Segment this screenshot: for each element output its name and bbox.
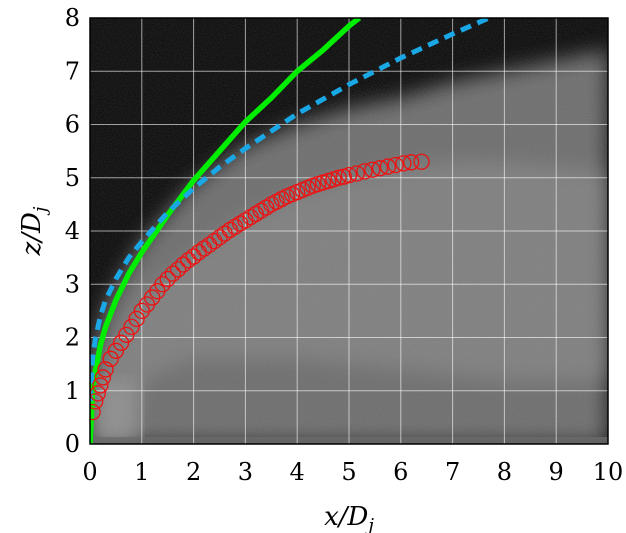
series-layer (90, 18, 490, 444)
solid-curve (90, 18, 362, 444)
marker-point (371, 160, 389, 177)
marker-point (102, 350, 119, 367)
marker-point (356, 163, 373, 180)
y-tick-label: 0 (65, 430, 80, 458)
marker-point (123, 318, 140, 336)
marker-point (97, 361, 114, 378)
marker-point (90, 393, 104, 410)
x-tick-label: 1 (134, 458, 149, 486)
y-tick-label: 1 (65, 377, 80, 405)
plot-frame (89, 17, 609, 445)
marker-point (257, 199, 275, 216)
marker-point (133, 302, 150, 320)
marker-point (159, 270, 176, 288)
marker-point (364, 161, 381, 178)
y-tick-label: 8 (65, 4, 80, 32)
y-tick-label: 4 (65, 217, 80, 245)
dashed-curve (90, 18, 490, 402)
grid (90, 18, 608, 444)
marker-point (395, 155, 412, 172)
x-axis-label: x/Dj (324, 502, 374, 533)
marker-point (330, 169, 347, 186)
y-axis-label: z/Dj (17, 206, 51, 256)
marker-point (92, 377, 109, 394)
marker-point (175, 256, 192, 273)
x-tick-label: 6 (393, 458, 408, 486)
marker-point (348, 165, 365, 182)
marker-point (107, 342, 125, 359)
x-tick-label: 8 (497, 458, 512, 486)
marker-point (403, 154, 420, 171)
marker-point (185, 248, 202, 265)
marker-point (154, 276, 171, 293)
y-tick-labels: 0 1 2 3 4 5 6 7 8 (65, 4, 80, 458)
marker-point (379, 158, 397, 175)
marker-point (169, 261, 187, 278)
x-tick-labels: 0 1 2 3 4 5 6 7 8 9 10 (82, 458, 623, 486)
marker-point (128, 310, 145, 328)
marker-point (180, 252, 197, 269)
marker-point (164, 265, 182, 282)
plot-area (90, 18, 608, 444)
marker-point (90, 403, 101, 421)
y-tick-label: 5 (65, 164, 80, 192)
x-tick-label: 2 (186, 458, 201, 486)
marker-point (118, 326, 135, 343)
x-tick-label: 9 (549, 458, 564, 486)
x-tick-label: 0 (82, 458, 97, 486)
x-tick-label: 3 (238, 458, 253, 486)
y-tick-label: 2 (65, 324, 80, 352)
x-tick-label: 5 (341, 458, 356, 486)
x-tick-label: 4 (290, 458, 305, 486)
marker-point (94, 369, 112, 386)
marker-point (387, 156, 404, 174)
y-tick-label: 6 (65, 111, 80, 139)
marker-point (144, 289, 161, 306)
y-tick-label: 3 (65, 270, 80, 298)
x-tick-label: 7 (445, 458, 460, 486)
y-tick-label: 7 (65, 57, 80, 85)
x-tick-label: 10 (593, 458, 624, 486)
marker-point (340, 166, 358, 184)
marker-point (112, 334, 130, 351)
marker-point (413, 153, 430, 170)
